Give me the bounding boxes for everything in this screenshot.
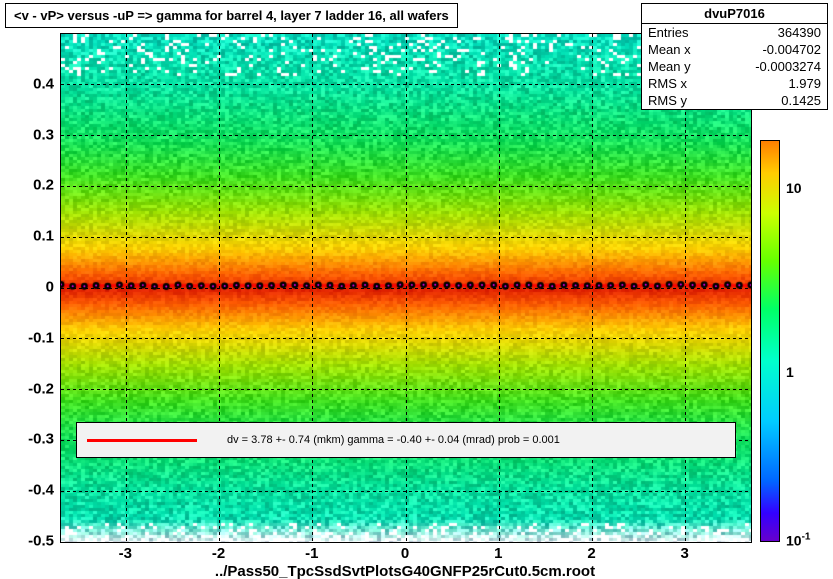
stats-row: Entries364390: [642, 24, 827, 41]
ytick-label: -0.4: [0, 482, 54, 499]
xaxis-title: ../Pass50_TpcSsdSvtPlotsG40GNFP25rCut0.5…: [60, 563, 750, 579]
xtick-label: -3: [119, 545, 132, 562]
fit-legend-box: dv = 3.78 +- 0.74 (mkm) gamma = -0.40 +-…: [76, 422, 736, 458]
ytick-label: -0.5: [0, 533, 54, 550]
stats-row: RMS x1.979: [642, 75, 827, 92]
ytick-label: 0.1: [0, 228, 54, 245]
stats-row: RMS y0.1425: [642, 92, 827, 109]
colorbar-tick: 1: [786, 364, 794, 380]
ytick-label: 0: [0, 279, 54, 296]
colorbar-tick: 10: [786, 180, 802, 196]
stats-row: Mean y-0.0003274: [642, 58, 827, 75]
xtick-label: 1: [494, 545, 502, 562]
stats-name: dvuP7016: [642, 4, 827, 24]
xtick-label: 0: [401, 545, 409, 562]
fit-line-sample: [87, 439, 197, 442]
chart-title-box: <v - vP> versus -uP => gamma for barrel …: [5, 3, 458, 28]
colorbar: [760, 140, 780, 542]
colorbar-tick: 10-1: [786, 532, 810, 549]
xtick-label: -2: [212, 545, 225, 562]
ytick-label: 0.3: [0, 126, 54, 143]
ytick-label: -0.2: [0, 380, 54, 397]
stats-box: dvuP7016 Entries364390Mean x-0.004702Mea…: [641, 3, 828, 110]
chart-title: <v - vP> versus -uP => gamma for barrel …: [14, 8, 449, 23]
xtick-label: 3: [681, 545, 689, 562]
ytick-label: -0.1: [0, 329, 54, 346]
ytick-label: 0.4: [0, 75, 54, 92]
stats-row: Mean x-0.004702: [642, 41, 827, 58]
fit-text: dv = 3.78 +- 0.74 (mkm) gamma = -0.40 +-…: [227, 434, 560, 446]
xtick-label: -1: [305, 545, 318, 562]
xtick-label: 2: [587, 545, 595, 562]
ytick-label: 0.2: [0, 177, 54, 194]
ytick-label: -0.3: [0, 431, 54, 448]
